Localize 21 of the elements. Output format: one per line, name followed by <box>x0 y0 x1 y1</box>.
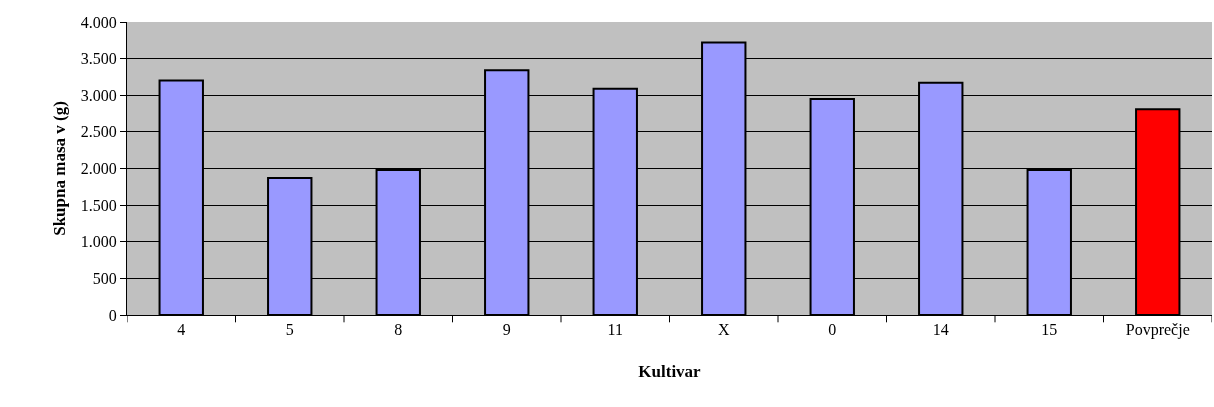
x-tick-label: 8 <box>394 321 403 339</box>
x-tick-label: Povprečje <box>1125 321 1190 340</box>
y-tick-label: 2.500 <box>80 123 117 141</box>
x-tick-label: 14 <box>932 321 949 339</box>
y-tick-label: 2.000 <box>80 160 117 178</box>
y-tick-label: 4.000 <box>80 13 117 31</box>
x-tick-label: 11 <box>607 321 623 339</box>
y-tick-label: 1.000 <box>80 233 117 251</box>
y-tick-label: 0 <box>108 306 117 324</box>
y-tick-label: 3.000 <box>80 86 117 104</box>
x-tick-label: 9 <box>502 321 511 339</box>
y-tick-label: 3.500 <box>80 50 117 68</box>
x-tick-label: 0 <box>828 321 837 339</box>
y-tick-label: 1.500 <box>80 196 117 214</box>
x-tick-label: X <box>717 321 730 339</box>
x-tick-label: 4 <box>177 321 186 339</box>
x-tick-label: 15 <box>1041 321 1058 339</box>
x-axis-title: Kultivar <box>638 361 702 381</box>
y-axis-title: Skupna masa v (g) <box>50 101 70 236</box>
x-tick-label: 5 <box>285 321 294 339</box>
y-tick-label: 500 <box>92 269 117 287</box>
